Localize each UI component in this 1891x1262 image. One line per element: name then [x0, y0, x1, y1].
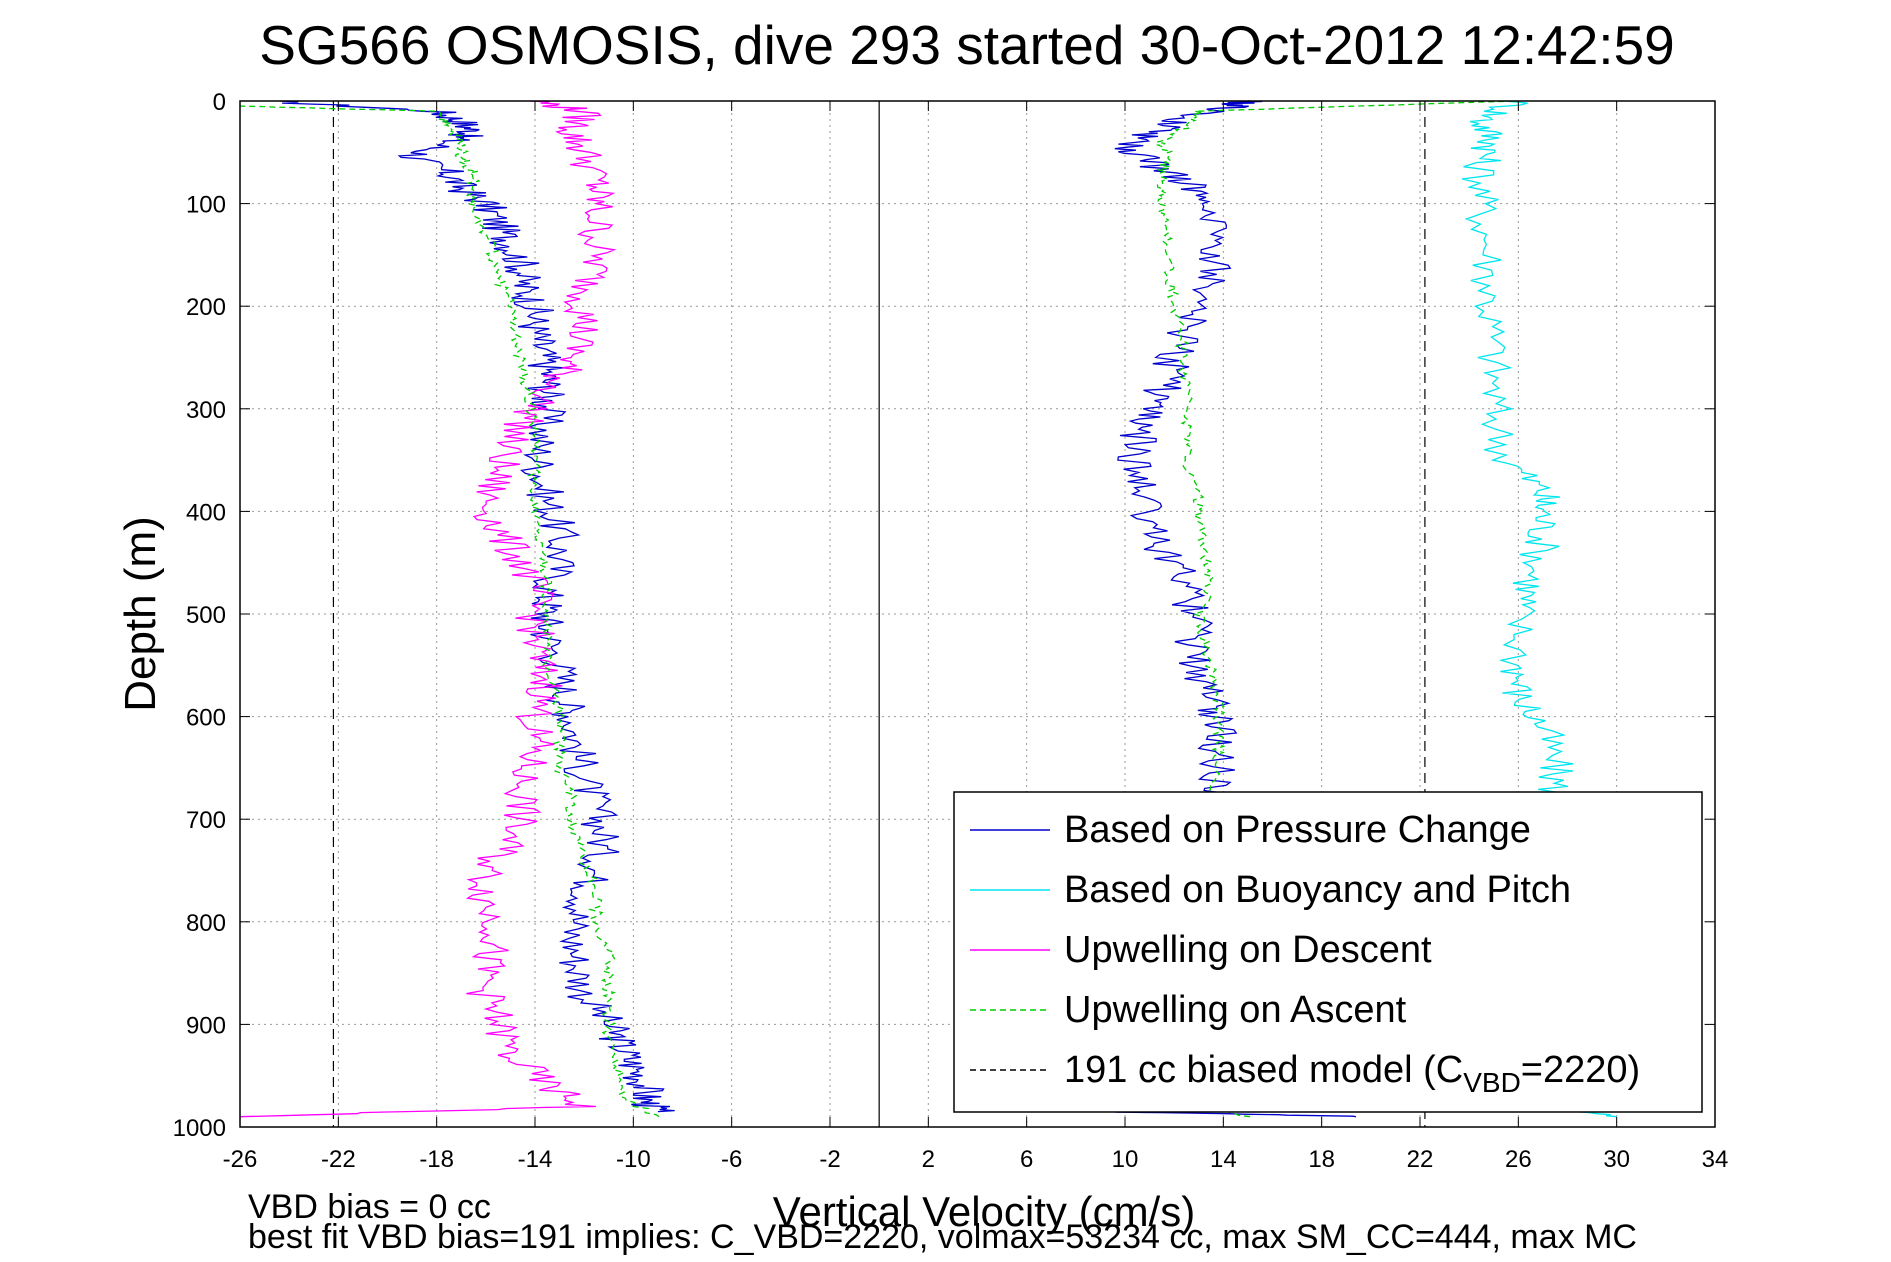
legend-label: Based on Buoyancy and Pitch: [1064, 869, 1571, 911]
x-tick-label: 30: [1603, 1146, 1630, 1173]
y-tick-label: 400: [186, 499, 226, 526]
x-tick-label: 14: [1210, 1146, 1237, 1173]
x-tick-labels: -26 -22 -18 -14 -10 -6 -2 2 6 10 14 18 22 26 30 34: [223, 101, 1729, 1173]
series-line: [279, 100, 675, 1113]
legend-label: Upwelling on Descent: [1064, 929, 1432, 971]
x-tick-label: 26: [1505, 1146, 1532, 1173]
y-tick-label: 0: [213, 89, 226, 116]
chart-title: SG566 OSMOSIS, dive 293 started 30-Oct-2…: [259, 14, 1675, 76]
y-tick-label: 800: [186, 910, 226, 937]
legend-label: Upwelling on Ascent: [1064, 989, 1407, 1031]
y-tick-label: 700: [186, 807, 226, 834]
legend-label: 191 cc biased model (CVBD=2220): [1064, 1049, 1640, 1098]
x-tick-label: 2: [922, 1146, 935, 1173]
legend-label: Based on Pressure Change: [1064, 809, 1531, 851]
y-tick-label: 300: [186, 397, 226, 424]
y-tick-label: 1000: [173, 1115, 226, 1142]
x-tick-label: -6: [721, 1146, 742, 1173]
x-tick-label: 10: [1112, 1146, 1139, 1173]
x-tick-label: 6: [1020, 1146, 1033, 1173]
legend-label-suffix: =2220): [1521, 1049, 1640, 1091]
x-tick-label: 22: [1407, 1146, 1434, 1173]
legend-label-subscript: VBD: [1463, 1067, 1521, 1098]
y-tick-label: 900: [186, 1012, 226, 1039]
x-tick-label: -10: [616, 1146, 651, 1173]
x-axis-label: Vertical Velocity (cm/s): [773, 1188, 1195, 1235]
x-tick-label: -2: [819, 1146, 840, 1173]
x-tick-label: 18: [1308, 1146, 1335, 1173]
best-fit-annotation: best fit VBD bias=191 implies: C_VBD=222…: [248, 1218, 1637, 1256]
legend-box: [953, 791, 1703, 1113]
y-tick-label: 600: [186, 705, 226, 732]
legend: Based on Pressure Change Based on Buoyanc…: [953, 791, 1703, 1113]
series-line: [239, 105, 660, 1118]
y-tick-label: 200: [186, 294, 226, 321]
y-tick-label: 500: [186, 602, 226, 629]
x-tick-label: 34: [1702, 1146, 1729, 1173]
x-tick-label: -14: [518, 1146, 553, 1173]
x-tick-label: -22: [321, 1146, 356, 1173]
series-line: [239, 100, 617, 1118]
y-tick-label: 100: [186, 192, 226, 219]
y-axis-label: Depth (m): [116, 516, 165, 712]
vbd-bias-annotation: VBD bias = 0 cc: [248, 1188, 491, 1226]
x-tick-label: -26: [223, 1146, 258, 1173]
x-tick-label: -18: [419, 1146, 454, 1173]
y-tick-labels: 0 100 200 300 400 500 600 700 800 900 1000: [173, 89, 1715, 1142]
